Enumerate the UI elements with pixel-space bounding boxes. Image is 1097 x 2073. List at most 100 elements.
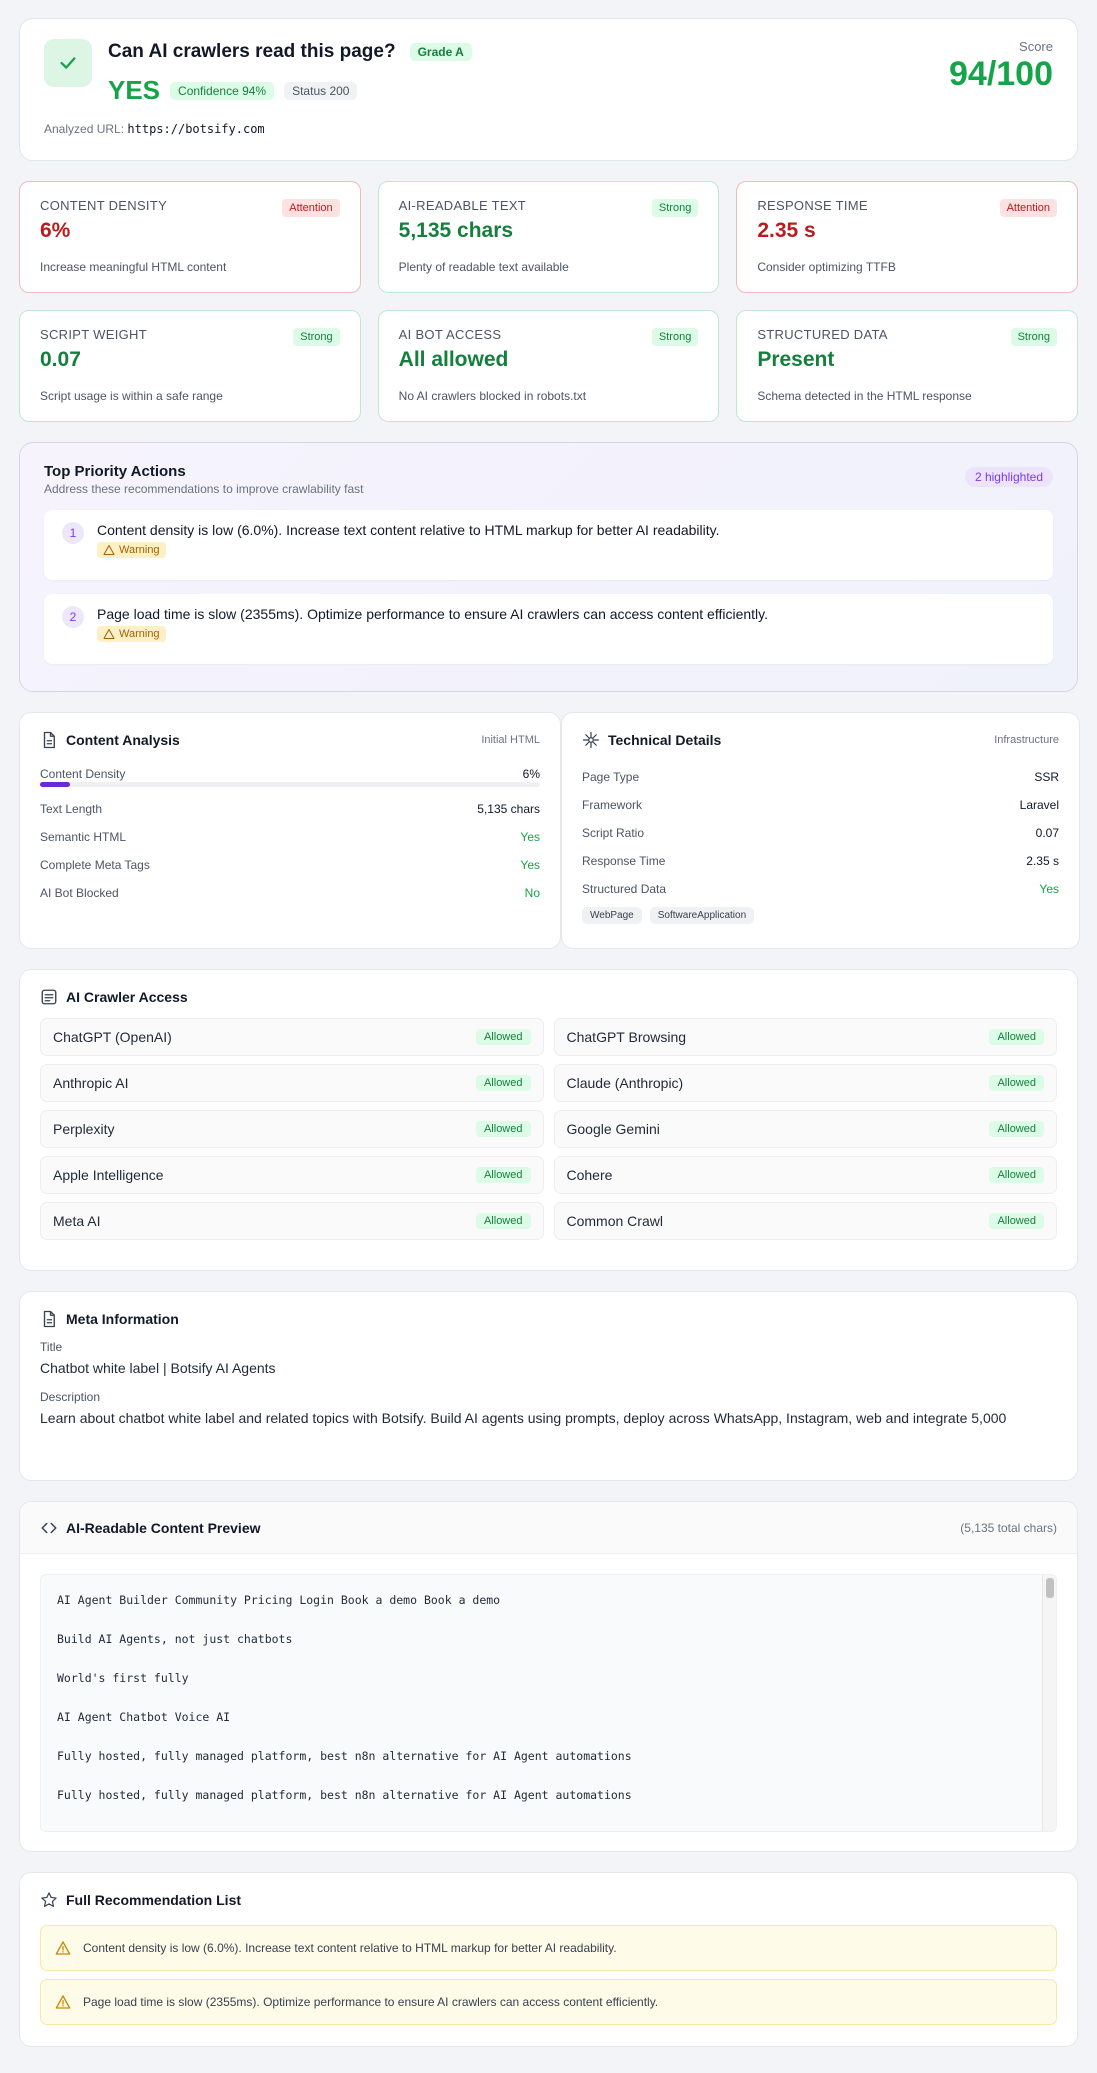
- row-value: 2.35 s: [1026, 854, 1059, 868]
- confidence-badge: Confidence 94%: [170, 81, 275, 100]
- density-label: Content Density: [40, 767, 126, 781]
- metric-badge: Strong: [293, 328, 340, 346]
- priority-item: 2 Page load time is slow (2355ms). Optim…: [44, 594, 1053, 664]
- priority-number: 1: [62, 522, 84, 544]
- preview-code-box[interactable]: AI Agent Builder Community Pricing Login…: [40, 1574, 1057, 1832]
- score-label: Score: [1019, 39, 1053, 54]
- meta-description-label: Description: [40, 1390, 101, 1404]
- crawler-item: ChatGPT Browsing Allowed: [553, 1018, 1057, 1056]
- content-analysis-panel: Content Analysis Initial HTML Content De…: [19, 712, 561, 949]
- crawler-name: Common Crawl: [566, 1213, 663, 1229]
- technical-title: Technical Details: [608, 732, 722, 748]
- metric-card: Content Density 6% Increase meaningful H…: [19, 181, 361, 293]
- priority-text: Page load time is slow (2355ms). Optimiz…: [97, 606, 769, 622]
- warning-tag: Warning: [97, 542, 166, 558]
- row-value: Yes: [520, 858, 540, 872]
- metric-card: Script Weight 0.07 Script usage is withi…: [19, 310, 361, 422]
- recommendation-list-panel: Full Recommendation List Content density…: [19, 1872, 1078, 2047]
- metric-description: Consider optimizing TTFB: [757, 260, 896, 274]
- technical-row: Framework Laravel: [582, 791, 1059, 819]
- density-row: Content Density 6%: [40, 763, 540, 785]
- row-key: Framework: [582, 798, 643, 812]
- analyzed-url: Analyzed URL: https://botsify.com: [44, 122, 265, 136]
- technical-row: Script Ratio 0.07: [582, 819, 1059, 847]
- technical-details-panel: Technical Details Infrastructure Page Ty…: [561, 712, 1080, 949]
- schema-chip: WebPage: [582, 907, 642, 924]
- crawler-item: Perplexity Allowed: [40, 1110, 544, 1148]
- row-value: Yes: [1039, 882, 1059, 896]
- crawler-item: Common Crawl Allowed: [553, 1202, 1057, 1240]
- content-analysis-title: Content Analysis: [66, 732, 180, 748]
- document-icon: [43, 731, 55, 749]
- crawler-status-badge: Allowed: [989, 1029, 1044, 1045]
- metric-description: Increase meaningful HTML content: [40, 260, 227, 274]
- row-value: 0.07: [1035, 826, 1059, 840]
- crawler-status-badge: Allowed: [475, 1167, 531, 1183]
- metric-card: AI Bot Access All allowed No AI crawlers…: [377, 310, 720, 422]
- scrollbar-thumb[interactable]: [1046, 1578, 1054, 1598]
- crawler-name: Google Gemini: [566, 1121, 660, 1137]
- metrics-grid: Content Density 6% Increase meaningful H…: [19, 181, 1078, 422]
- crawler-status-badge: Allowed: [475, 1121, 531, 1137]
- metric-value: Present: [757, 348, 835, 371]
- warning-label: Warning: [119, 628, 160, 640]
- list-icon: [41, 989, 57, 1005]
- grade-badge: Grade A: [409, 43, 472, 61]
- crawler-item: Apple Intelligence Allowed: [40, 1156, 544, 1194]
- answer-text: YES: [108, 75, 161, 105]
- crawler-status-badge: Allowed: [475, 1029, 531, 1045]
- technical-row: Response Time 2.35 s: [582, 847, 1059, 875]
- crawler-status-badge: Allowed: [989, 1121, 1044, 1137]
- row-value: Yes: [520, 830, 540, 844]
- recommendations-title: Full Recommendation List: [66, 1892, 242, 1908]
- metric-value: All allowed: [398, 348, 509, 371]
- meta-information-panel: Meta Information Title Chatbot white lab…: [19, 1291, 1078, 1481]
- priority-subtitle: Address these recommendations to improve…: [44, 482, 364, 496]
- row-key: Semantic HTML: [40, 830, 127, 844]
- recommendation-text: Page load time is slow (2355ms). Optimiz…: [83, 1995, 659, 2009]
- crawler-name: ChatGPT (OpenAI): [53, 1029, 172, 1045]
- crawler-status-badge: Allowed: [475, 1075, 531, 1091]
- recommendation-item: Content density is low (6.0%). Increase …: [40, 1925, 1057, 1971]
- metric-badge: Strong: [1010, 328, 1057, 346]
- technical-row: Structured Data Yes: [582, 875, 1059, 903]
- score-value: 94/100: [949, 55, 1053, 93]
- preview-line: AI Agent Chatbot Voice AI: [57, 1710, 231, 1724]
- metric-card: Response Time 2.35 s Consider optimizing…: [736, 181, 1078, 293]
- crawler-access-panel: AI Crawler Access ChatGPT (OpenAI) Allowe…: [19, 969, 1078, 1271]
- sparkle-icon: [582, 731, 600, 749]
- metric-badge: Attention: [282, 199, 340, 217]
- row-value: No: [524, 886, 540, 900]
- schema-chip: SoftwareApplication: [649, 907, 755, 924]
- url-label: Analyzed URL:: [44, 122, 125, 136]
- row-key: Text Length: [40, 802, 103, 816]
- preview-title: AI-Readable Content Preview: [66, 1519, 261, 1536]
- priority-text: Content density is low (6.0%). Increase …: [97, 522, 720, 538]
- meta-title: Meta Information: [66, 1311, 179, 1327]
- meta-description-value: Learn about chatbot white label and rela…: [40, 1410, 1007, 1426]
- warning-icon: [103, 545, 115, 555]
- meta-title-value: Chatbot white label | Botsify AI Agents: [40, 1360, 276, 1376]
- crawler-item: Cohere Allowed: [553, 1156, 1057, 1194]
- row-value: Laravel: [1019, 798, 1059, 812]
- metric-label: AI-Readable Text: [398, 198, 527, 213]
- warning-icon: [55, 1941, 71, 1955]
- check-icon: [44, 39, 92, 87]
- density-progress-bar: [40, 782, 540, 787]
- priority-number: 2: [62, 606, 84, 628]
- url-value: https://botsify.com: [127, 122, 265, 136]
- code-icon: [41, 1522, 57, 1533]
- scrollbar[interactable]: [1042, 1575, 1056, 1831]
- preview-line: Fully hosted, fully managed platform, be…: [57, 1749, 632, 1763]
- crawler-name: Cohere: [566, 1167, 613, 1183]
- content-analysis-tag: Initial HTML: [481, 734, 540, 746]
- metric-label: AI Bot Access: [398, 327, 502, 342]
- metric-card: Structured Data Present Schema detected …: [736, 310, 1078, 422]
- preview-char-count: (5,135 total chars): [960, 1520, 1057, 1535]
- metric-description: Script usage is within a safe range: [40, 389, 223, 403]
- page-title: Can AI crawlers read this page? Grade A: [108, 41, 472, 63]
- metric-label: Structured Data: [757, 327, 888, 342]
- crawler-access-title: AI Crawler Access: [66, 989, 188, 1005]
- analysis-row: Semantic HTML Yes: [40, 823, 540, 851]
- row-key: Complete Meta Tags: [40, 858, 150, 872]
